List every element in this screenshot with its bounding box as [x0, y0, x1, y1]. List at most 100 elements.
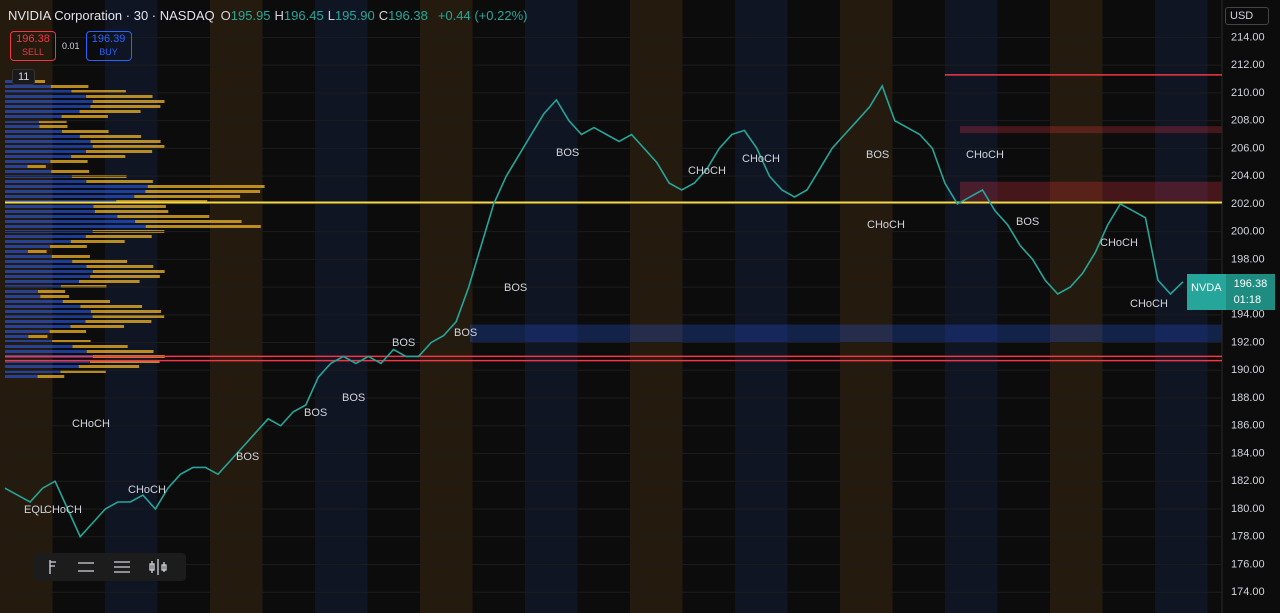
volume-profile-bar — [5, 335, 29, 338]
ohlc-value: 196.38 — [388, 8, 428, 23]
y-tick-label: 210.00 — [1231, 87, 1265, 99]
session-band — [945, 0, 998, 613]
tool-candles[interactable] — [149, 559, 167, 575]
volume-profile-bar — [62, 300, 110, 303]
annotation: BOS — [392, 337, 415, 349]
annotation: BOS — [342, 392, 365, 404]
currency-select[interactable]: USD — [1225, 7, 1269, 25]
y-tick-label: 180.00 — [1231, 503, 1265, 515]
volume-profile-bar — [86, 95, 153, 98]
volume-profile-bar — [85, 235, 152, 238]
volume-profile-bar — [5, 100, 93, 103]
volume-profile-bar — [86, 180, 153, 183]
y-tick-label: 182.00 — [1231, 475, 1265, 487]
volume-profile-bar — [90, 360, 160, 363]
volume-profile-bar — [5, 260, 73, 263]
indicators-toggle[interactable]: 11 — [12, 69, 36, 85]
session-band — [735, 0, 788, 613]
annotation: CHoCH — [688, 165, 726, 177]
volume-profile-bar — [5, 195, 135, 198]
y-tick-label: 176.00 — [1231, 558, 1265, 570]
volume-profile-bar — [94, 210, 169, 213]
trade-panel: 196.38 SELL 0.01 196.39 BUY — [10, 31, 132, 61]
volume-profile-bar — [61, 115, 108, 118]
ohlc-value: 195.95 — [230, 8, 271, 23]
volume-profile-bar — [5, 270, 93, 273]
price-tag-timer: 01:18 — [1233, 294, 1262, 306]
volume-profile-bar — [5, 145, 93, 148]
annotation: CHoCH — [742, 153, 780, 165]
tool-fib[interactable] — [49, 560, 56, 574]
sell-price: 196.38 — [16, 33, 50, 45]
tool-lines[interactable] — [114, 561, 130, 573]
currency: USD — [1230, 10, 1254, 22]
indicators-count: 11 — [18, 71, 30, 83]
volume-profile-bar — [5, 170, 52, 173]
volume-profile-bar — [70, 240, 125, 243]
volume-profile-bar — [93, 205, 166, 208]
session-band — [578, 0, 631, 613]
tool-range[interactable] — [78, 562, 94, 572]
volume-profile-bar — [86, 265, 154, 268]
volume-profile-bar — [70, 325, 125, 328]
volume-profile-bar — [5, 345, 73, 348]
zone — [470, 324, 1222, 343]
buy-price: 196.39 — [91, 33, 126, 45]
y-tick-label: 190.00 — [1231, 364, 1265, 376]
volume-profile-bar — [5, 255, 52, 258]
session-band — [315, 0, 368, 613]
volume-profile-bar — [92, 100, 165, 103]
volume-profile-bar — [80, 305, 143, 308]
y-tick-label: 192.00 — [1231, 336, 1265, 348]
volume-profile-bar — [5, 315, 93, 318]
volume-profile-bar — [37, 375, 65, 378]
volume-profile-bar — [5, 90, 72, 93]
y-tick-label: 206.00 — [1231, 142, 1265, 154]
ohlc-value: 195.90 — [334, 8, 375, 23]
symbol[interactable]: NVIDIA Corporation · 30 · NASDAQ — [8, 8, 215, 23]
volume-profile-bar — [5, 125, 40, 128]
y-tick-label: 204.00 — [1231, 170, 1265, 182]
volume-profile-bar — [51, 170, 90, 173]
price-tag-symbol: NVDA — [1191, 282, 1222, 294]
ohlc-value: 196.45 — [283, 8, 324, 23]
volume-profile-bar — [5, 215, 118, 218]
annotation: BOS — [454, 327, 477, 339]
session-band — [263, 0, 316, 613]
annotation: BOS — [304, 407, 327, 419]
volume-profile-bar — [79, 280, 140, 283]
ohlc: O195.95 H196.45 L195.90 C196.38 — [221, 8, 432, 23]
price-tag-box: 196.38 01:18 — [1225, 274, 1276, 310]
volume-profile-bar — [90, 275, 160, 278]
session-band — [525, 0, 578, 613]
volume-profile-bar — [52, 340, 91, 343]
toolbar-icons — [49, 559, 167, 575]
volume-profile-bar — [5, 325, 71, 328]
volume-profile-bar — [92, 315, 165, 318]
session-band — [683, 0, 736, 613]
volume-profile-bar — [5, 375, 38, 378]
volume-profile-bar — [5, 320, 86, 323]
volume-profile-bar — [5, 370, 61, 373]
y-tick-label: 198.00 — [1231, 253, 1265, 265]
volume-profile-bar — [39, 125, 68, 128]
annotation: EQL — [24, 504, 46, 516]
annotation: CHoCH — [128, 484, 166, 496]
volume-profile-bar — [71, 155, 126, 158]
y-tick-label: 184.00 — [1231, 447, 1265, 459]
buy-button[interactable]: 196.39 BUY — [85, 31, 132, 61]
volume-profile-bar — [5, 290, 39, 293]
session-band — [998, 0, 1051, 613]
volume-profile-bar — [72, 345, 128, 348]
volume-profile-bar — [5, 350, 87, 353]
volume-profile-bar — [5, 115, 62, 118]
sell-button[interactable]: 196.38 SELL — [10, 31, 56, 61]
y-tick-label: 214.00 — [1231, 31, 1265, 43]
buy-label: BUY — [99, 47, 118, 57]
y-tick-label: 174.00 — [1231, 586, 1265, 598]
volume-profile-bar — [147, 185, 265, 188]
volume-profile-bar — [5, 300, 63, 303]
volume-profile-bar — [5, 120, 39, 123]
annotation: BOS — [504, 282, 527, 294]
volume-profile-bar — [5, 210, 95, 213]
